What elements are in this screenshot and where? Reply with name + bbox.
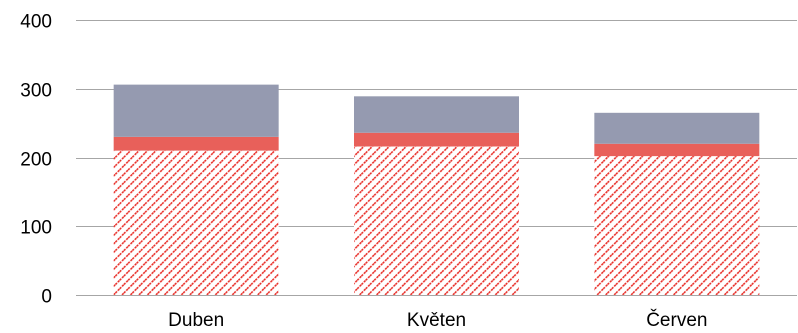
x-category-label-1: Květen	[407, 310, 466, 331]
bar-segment-Duben-series-3	[113, 84, 279, 137]
bar-segment-Červen-series-3	[594, 112, 760, 144]
bar-segment-Květen-series-1	[354, 146, 519, 295]
bar-segment-Květen-series-3	[354, 96, 519, 133]
x-category-label-0: Duben	[168, 310, 224, 331]
y-tick-label-400: 400	[20, 12, 52, 33]
x-category-label-2: Červen	[646, 309, 707, 331]
bar-segment-Červen-series-1	[594, 156, 760, 295]
y-tick-label-0: 0	[41, 287, 52, 308]
y-tick-label-100: 100	[20, 218, 52, 239]
bar-segment-Květen-series-2	[354, 132, 519, 147]
bars	[113, 84, 760, 295]
labels: 0 100 200 300 400 Duben Květen Červen	[20, 12, 707, 332]
bar-segment-Duben-series-1	[113, 150, 279, 295]
y-tick-label-200: 200	[20, 150, 52, 171]
bar-segment-Duben-series-2	[113, 136, 279, 151]
y-tick-label-300: 300	[20, 81, 52, 102]
bar-segment-Červen-series-2	[594, 143, 760, 157]
